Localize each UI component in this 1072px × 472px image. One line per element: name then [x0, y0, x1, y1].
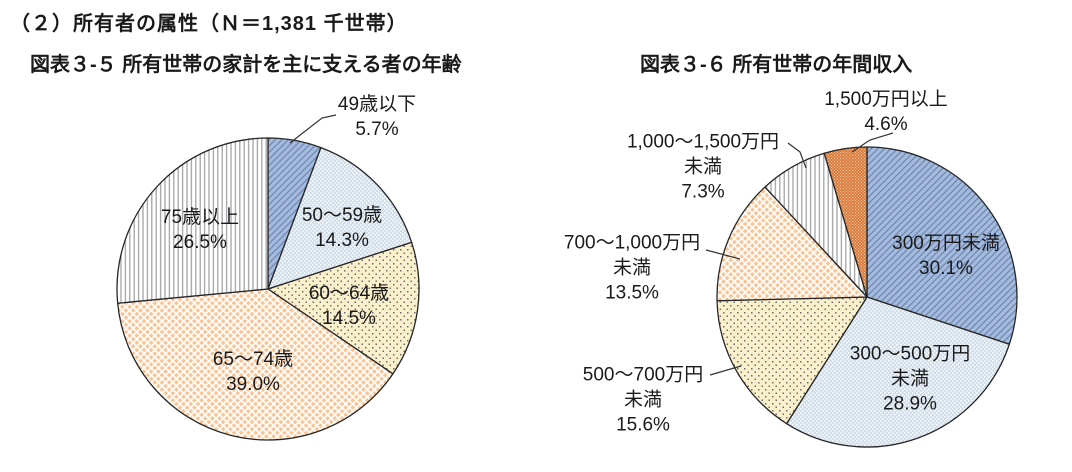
leader-line-income-1000-1500: [787, 142, 807, 169]
slice-label-text: 50～59歳: [301, 205, 383, 226]
slice-label-text2: 未満: [612, 257, 651, 279]
leader-line-age-under49: [289, 114, 337, 144]
pie-slice-cream-dots: [716, 296, 868, 425]
slice-label-pct: 5.7%: [355, 119, 399, 140]
slice-label-pct: 28.9%: [883, 393, 937, 415]
slice-label-text: 1,500万円以上: [824, 89, 948, 110]
slice-label-text: 75歳以上: [160, 207, 240, 228]
slice-label-text: 300～500万円: [849, 343, 971, 365]
leader-line-income-1500plus: [851, 132, 894, 153]
slice-label-pct: 7.3%: [681, 181, 725, 203]
slice-label-pct: 30.1%: [919, 258, 973, 279]
chart-title-age: 図表３-５ 所有世帯の家計を主に支える者の年齢: [30, 54, 462, 76]
slice-label-income-500-700: 500～700万円 未満 15.6%: [583, 363, 703, 438]
slice-label-text: 49歳以下: [337, 94, 417, 115]
slice-label-pct: 4.6%: [864, 114, 908, 135]
leader-line-income-700-1000: [705, 249, 741, 260]
slice-label-income-under300: 300万円未満 30.1%: [892, 231, 1000, 281]
chart-title-income: 図表３-６ 所有世帯の年間収入: [640, 54, 913, 76]
slice-label-age-75plus: 75歳以上 26.5%: [161, 205, 239, 255]
pie-slices: [716, 146, 1018, 448]
pie-slice-white-vert: [116, 137, 269, 304]
pie-slice-blue-diag: [866, 146, 1018, 345]
slice-label-text2: 未満: [683, 156, 722, 178]
slice-label-income-1000-1500: 1,000～1,500万円 未満 7.3%: [627, 130, 779, 205]
slice-label-text: 60～64歳: [308, 283, 390, 304]
slice-label-text2: 未満: [623, 389, 662, 411]
pie-slice-ltblue-dots: [785, 296, 1011, 448]
slice-label-income-700-1000: 700～1,000万円 未満 13.5%: [564, 231, 700, 306]
slice-label-income-300-500: 300～500万円 未満 28.9%: [850, 342, 970, 417]
slice-label-pct: 14.5%: [322, 308, 376, 329]
slice-label-text: 1,000～1,500万円: [626, 131, 780, 153]
slice-label-text2: 未満: [890, 368, 929, 390]
section-heading: （２）所有者の属性（Ｎ＝1,381 千世帯）: [10, 13, 408, 35]
slice-label-text: 700～1,000万円: [563, 232, 701, 254]
slice-label-age-under49: 49歳以下 5.7%: [338, 92, 416, 142]
slice-label-age-65-74: 65～74歳 39.0%: [213, 347, 293, 397]
slice-label-pct: 26.5%: [173, 232, 227, 253]
slice-label-text: 300万円未満: [892, 233, 1000, 254]
slice-label-text: 65～74歳: [212, 349, 294, 370]
pie-slice-orange-dots: [823, 146, 868, 298]
pie-chart-income: [705, 132, 1018, 448]
slice-label-pct: 39.0%: [226, 374, 280, 395]
slice-label-age-50-59: 50～59歳 14.3%: [302, 203, 382, 253]
slice-label-age-60-64: 60～64歳 14.5%: [309, 281, 389, 331]
slice-label-pct: 15.6%: [616, 414, 670, 436]
leader-line-income-500-700: [709, 365, 742, 376]
pie-slice-cream-dots: [267, 241, 420, 375]
pie-slice-peach-diamond: [117, 288, 394, 441]
slice-label-pct: 13.5%: [605, 282, 659, 304]
slice-label-text: 500～700万円: [582, 364, 704, 386]
pie-chart-age: [116, 114, 420, 441]
pie-slice-peach-diamond: [716, 186, 868, 302]
slice-label-pct: 14.3%: [315, 230, 369, 251]
pie-slices: [116, 137, 420, 441]
slice-label-income-1500plus: 1,500万円以上 4.6%: [824, 87, 948, 137]
